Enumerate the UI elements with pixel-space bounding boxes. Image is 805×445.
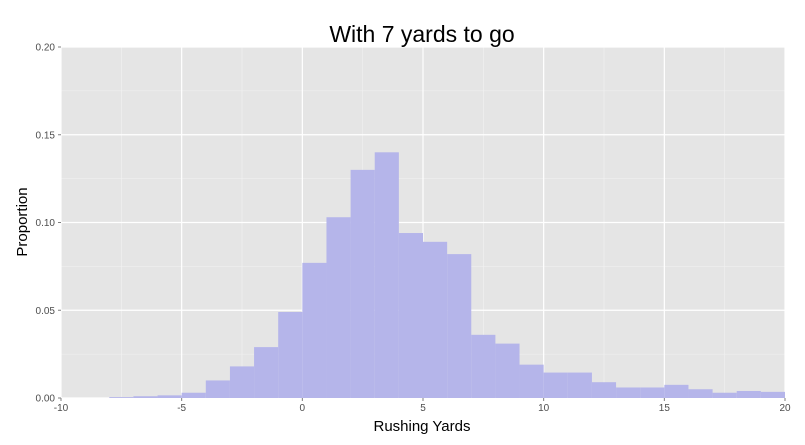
- histogram-bar: [229, 366, 255, 398]
- histogram-bar: [157, 395, 182, 398]
- y-axis-title: Proportion: [14, 187, 31, 256]
- histogram-bar: [205, 380, 230, 398]
- x-tick-label: 15: [659, 403, 671, 414]
- x-tick-label: 20: [779, 403, 791, 414]
- histogram-bar: [591, 382, 617, 398]
- histogram-bar: [567, 372, 592, 398]
- histogram-bar: [712, 392, 737, 398]
- y-axis-ticks: 0.00 0.05 0.10 0.15 0.20: [36, 43, 61, 405]
- x-axis-ticks: -10 -5 0 5 10 15 20: [54, 398, 791, 414]
- y-tick-label: 0.00: [36, 394, 56, 405]
- histogram-bar: [688, 389, 713, 398]
- histogram-bar: [350, 169, 375, 398]
- y-tick-label: 0.10: [36, 218, 56, 229]
- histogram-bar: [254, 347, 279, 398]
- chart-title: With 7 yards to go: [329, 21, 514, 47]
- histogram-bar: [616, 387, 641, 398]
- x-tick-label: -5: [177, 403, 186, 414]
- histogram-bar: [398, 233, 423, 398]
- x-tick-label: -10: [54, 403, 69, 414]
- histogram-bar: [447, 254, 472, 398]
- x-tick-label: 10: [538, 403, 550, 414]
- y-tick-label: 0.05: [36, 306, 56, 317]
- histogram-bar: [374, 152, 399, 398]
- histogram-bar: [278, 312, 303, 398]
- x-axis-title: Rushing Yards: [373, 418, 470, 435]
- histogram-bar: [664, 384, 689, 398]
- histogram-bar: [326, 217, 351, 398]
- histogram-bar: [302, 262, 327, 398]
- x-tick-label: 5: [420, 403, 426, 414]
- histogram-bar: [471, 334, 496, 398]
- x-tick-label: 0: [300, 403, 306, 414]
- histogram-bar: [495, 343, 520, 398]
- histogram-bar: [133, 396, 158, 398]
- y-tick-label: 0.20: [36, 43, 56, 54]
- histogram-bar: [181, 392, 206, 398]
- histogram-bar: [519, 364, 544, 398]
- histogram-bar: [640, 387, 665, 398]
- histogram-bar: [736, 390, 761, 398]
- histogram-bar: [760, 391, 785, 398]
- histogram-bar: [109, 397, 134, 398]
- y-tick-label: 0.15: [36, 130, 56, 141]
- histogram-bars: [109, 152, 785, 398]
- histogram-bar: [543, 372, 568, 398]
- histogram-bar: [423, 241, 448, 398]
